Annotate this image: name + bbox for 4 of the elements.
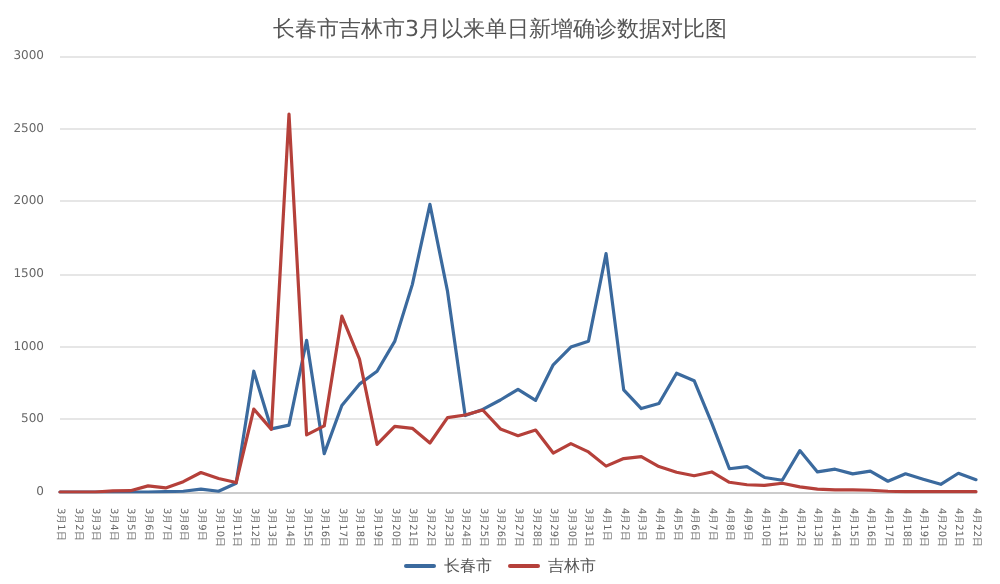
legend-label: 吉林市 — [548, 557, 596, 575]
line-series — [58, 112, 978, 494]
legend-label: 长春市 — [444, 557, 492, 575]
chart-title: 长春市吉林市3月以来单日新增确诊数据对比图 — [273, 16, 727, 42]
